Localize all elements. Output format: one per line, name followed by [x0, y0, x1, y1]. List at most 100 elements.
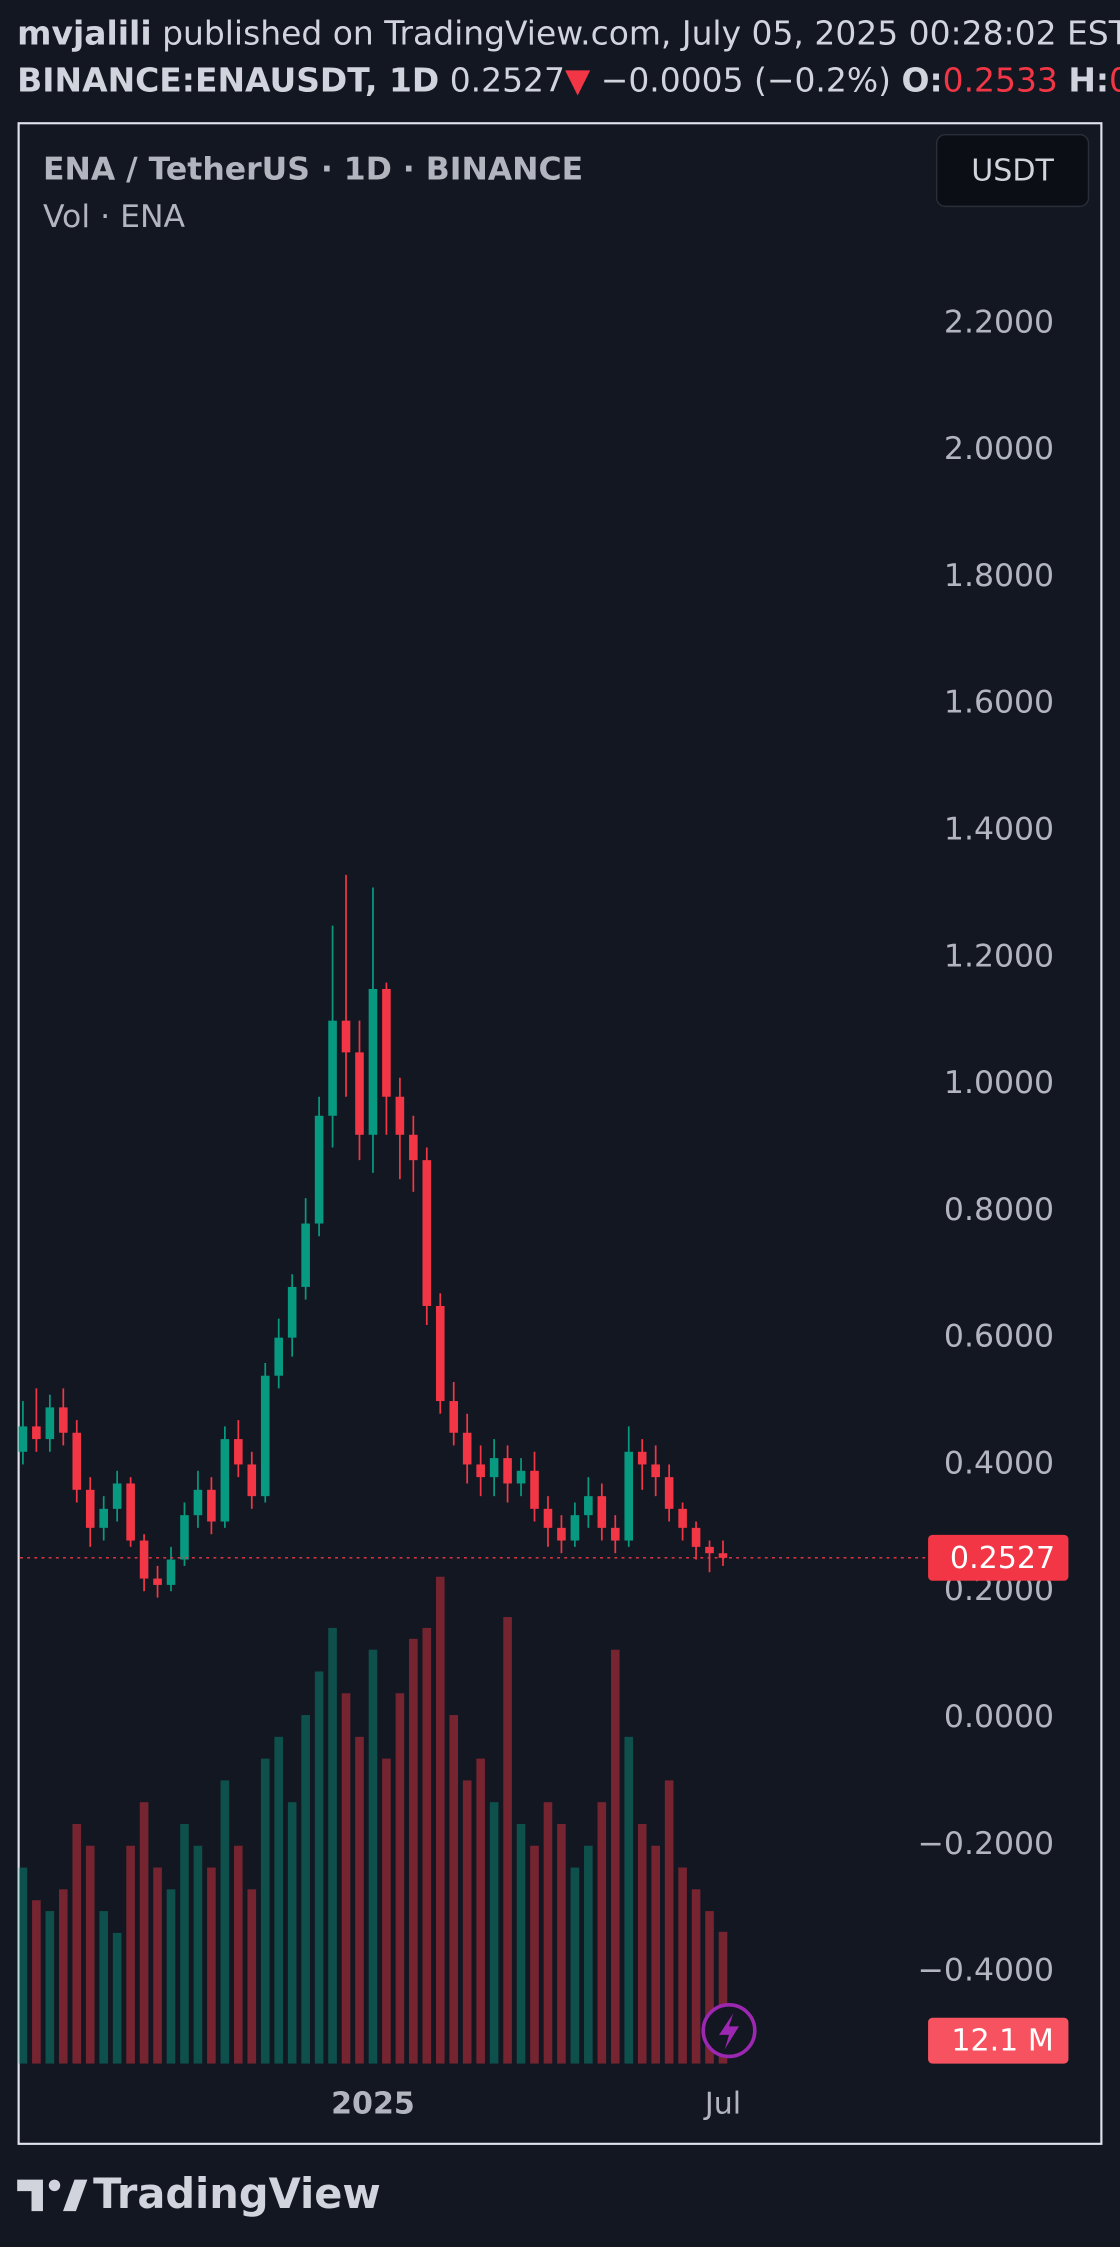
volume-bar: [234, 1845, 243, 2064]
price-label: 0.2527: [950, 1541, 1055, 1576]
volume-bar: [476, 1758, 485, 2064]
chart-frame: [17, 122, 1103, 2145]
volume-bar: [624, 1736, 634, 2064]
candle-body: [449, 1401, 459, 1433]
y-tick-label: 0.6000: [944, 1319, 1054, 1355]
volume-bar: [637, 1823, 647, 2064]
volume-bar: [126, 1845, 135, 2064]
volume-bar: [355, 1736, 364, 2064]
volume-bar: [705, 1911, 714, 2064]
volume-bar: [557, 1823, 566, 2064]
candle-body: [503, 1458, 512, 1484]
volume-bar: [409, 1638, 418, 2064]
volume-bar: [503, 1617, 512, 2064]
candle-body: [274, 1337, 284, 1376]
volume-bar: [651, 1845, 660, 2064]
volume-layer: [18, 1576, 728, 2064]
volume-bar: [18, 1867, 28, 2064]
volume-bar: [72, 1823, 82, 2064]
volume-bar: [287, 1802, 297, 2064]
candle-body: [530, 1470, 539, 1509]
candle-body: [99, 1508, 108, 1528]
candle-body: [691, 1527, 701, 1547]
open: 0.2533: [943, 60, 1058, 99]
candle-body: [409, 1134, 418, 1161]
y-tick-label: 0.0000: [944, 1699, 1054, 1735]
logo-text: TradingView: [93, 2169, 381, 2218]
candle-body: [85, 1489, 95, 1528]
candle-body: [382, 988, 391, 1097]
candle-body: [489, 1458, 499, 1478]
volume-bar: [664, 1780, 674, 2064]
volume-bar: [193, 1845, 203, 2064]
currency[interactable]: USDT: [971, 153, 1054, 188]
y-tick-label: 1.0000: [944, 1065, 1054, 1101]
volume-bar: [422, 1627, 432, 2064]
change: −0.0005 (−0.2%): [601, 60, 891, 99]
candle-layer: [18, 874, 728, 1598]
candle-body: [72, 1432, 82, 1490]
volume-bar: [314, 1671, 324, 2064]
candle-body: [59, 1407, 68, 1433]
candle-body: [234, 1439, 243, 1465]
arrow: ▼: [565, 60, 591, 99]
candle-body: [516, 1470, 526, 1484]
candle-body: [570, 1515, 580, 1541]
candle-body: [180, 1515, 189, 1560]
candle-body: [314, 1115, 324, 1224]
y-tick-label: 1.8000: [944, 558, 1054, 594]
volume-bar: [247, 1889, 257, 2064]
symbol: BINANCE:ENAUSDT, 1D: [17, 60, 439, 99]
y-tick-label: 2.0000: [944, 431, 1054, 467]
chart-subtitle: Vol · ENA: [43, 199, 186, 235]
published: published on TradingView.com, July 05, 2…: [162, 13, 1120, 52]
candle-body: [355, 1052, 364, 1135]
axis-layer: 2.2000 2.0000 1.8000 1.6000 1.4000 1.2000 1.00…: [20, 304, 1069, 2122]
volume-bar: [207, 1867, 216, 2064]
candle-body: [193, 1489, 203, 1516]
high-label: H:: [1068, 60, 1109, 99]
candle-body: [422, 1160, 432, 1306]
candle-body: [543, 1508, 553, 1528]
volume-bar: [99, 1911, 108, 2064]
volume-bar: [166, 1889, 176, 2064]
currency-button[interactable]: [935, 133, 1090, 208]
price: 0.2527: [450, 60, 565, 99]
logo-mark: [17, 2179, 88, 2212]
volume-bar: [691, 1889, 701, 2064]
candle-body: [462, 1432, 472, 1465]
y-tick-label: 2.2000: [944, 304, 1054, 340]
candle-body: [32, 1426, 41, 1440]
candle-body: [637, 1451, 647, 1465]
header-line: mvjalili published on TradingView.com, J…: [17, 13, 1120, 52]
volume-bar: [112, 1932, 122, 2064]
candle-body: [395, 1096, 405, 1135]
high: 0.256: [1109, 60, 1120, 99]
y-tick-label: 1.2000: [944, 938, 1054, 974]
symbol-line: BINANCE:ENAUSDT, 1D 0.2527▼ −0.0005 (−0.…: [17, 60, 1120, 99]
volume-bar: [59, 1889, 68, 2064]
volume-bar: [718, 1931, 728, 2064]
candle-body: [139, 1540, 149, 1579]
candle-body: [624, 1451, 634, 1541]
volume-bar: [301, 1715, 310, 2064]
candle-body: [45, 1407, 55, 1440]
y-tick-label: −0.4000: [918, 1953, 1055, 1989]
candle-body: [557, 1527, 566, 1541]
candle-body: [705, 1546, 714, 1554]
candle-body: [651, 1464, 660, 1478]
y-tick-label: −0.2000: [918, 1826, 1055, 1862]
y-tick-label: 1.6000: [944, 685, 1054, 721]
candle-body: [341, 1020, 351, 1053]
volume-bar: [435, 1576, 445, 2064]
candle-body: [368, 988, 378, 1135]
volume-label: 12.1 M: [951, 2024, 1053, 2059]
candle-body: [247, 1464, 257, 1497]
open-label: O:: [901, 60, 942, 99]
volume-bar: [489, 1802, 499, 2064]
volume-bar: [85, 1845, 95, 2064]
volume-bar: [584, 1845, 593, 2064]
candle-body: [328, 1020, 337, 1116]
volume-bar: [462, 1780, 472, 2064]
candle-body: [610, 1527, 620, 1541]
